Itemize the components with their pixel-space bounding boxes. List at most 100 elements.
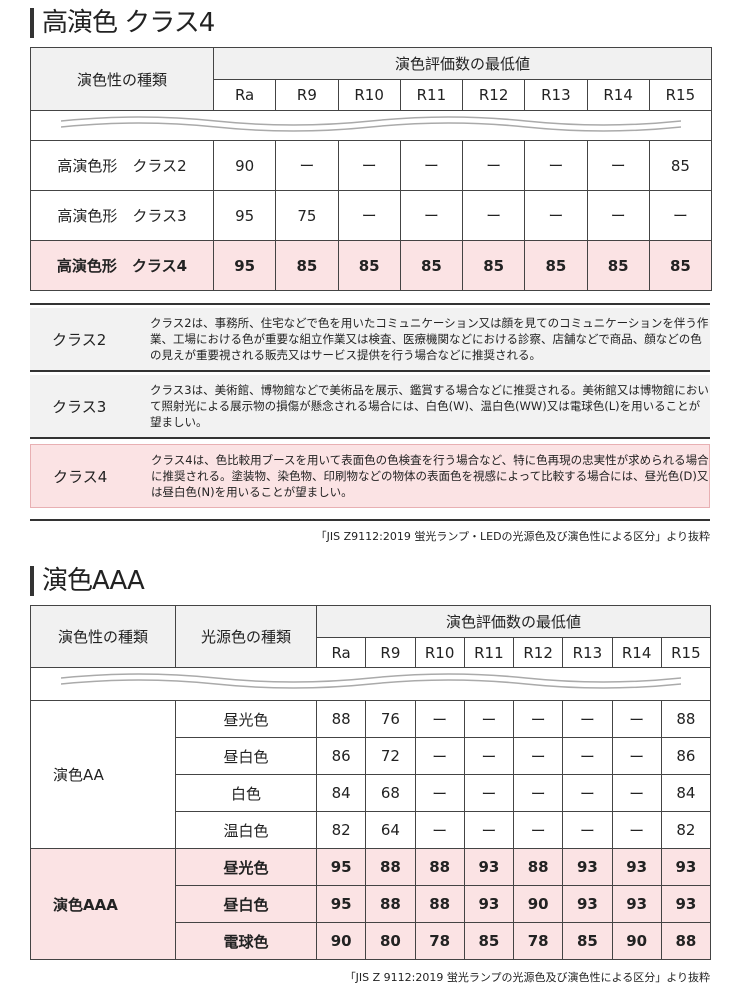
light-type: 白色: [175, 774, 317, 812]
wave-break-icon: [61, 673, 681, 689]
value-cell: 75: [275, 190, 339, 241]
column-header-r9: R9: [365, 637, 416, 668]
value-cell: ー: [562, 700, 613, 738]
value-cell: ー: [399, 190, 464, 241]
value-cell: 90: [611, 922, 662, 960]
note-row: クラス2 クラス2は、事務所、住宅などで色を用いたコミュニケーション又は顔を見ての…: [30, 308, 710, 372]
column-header-r13: R13: [562, 637, 613, 668]
light-type: 昼光色: [175, 848, 317, 886]
header-row: 演色性の種類 演色評価数の最低値: [30, 47, 713, 111]
header-row: 演色性の種類 光源色の種類 演色評価数の最低値: [30, 605, 712, 668]
value-cell: 82: [660, 811, 712, 849]
column-header-r10: R10: [414, 637, 465, 668]
source-note: 「JIS Z 9112:2019 蛍光ランプの光源色及び演色性による区分」より抜…: [344, 971, 710, 984]
value-cell: ー: [611, 811, 662, 849]
value-cell: ー: [461, 190, 526, 241]
light-type: 電球色: [175, 922, 317, 960]
value-cell: 76: [365, 700, 416, 738]
type-header: 演色性の種類: [30, 47, 214, 111]
value-cell: ー: [562, 737, 613, 775]
value-cell: 85: [648, 240, 713, 291]
value-cell: 88: [512, 848, 564, 886]
value-cell: ー: [275, 140, 339, 191]
value-cell: 93: [562, 885, 613, 923]
value-cell: 85: [524, 240, 588, 291]
value-cell: 68: [365, 774, 416, 812]
value-cell: 93: [611, 848, 662, 886]
table-row: 昼白色 86 72 ーーーーー 86: [31, 737, 712, 775]
note-label: クラス2: [52, 330, 107, 349]
light-type: 昼白色: [175, 737, 317, 775]
value-cell: 64: [365, 811, 416, 849]
value-cell: ー: [524, 190, 588, 241]
value-cell: ー: [337, 190, 401, 241]
column-header-ra: Ra: [212, 79, 277, 111]
note-label: クラス4: [53, 467, 108, 486]
value-cell: 93: [660, 848, 712, 886]
value-cell: 85: [562, 922, 613, 960]
table-row: 演色AA 昼光色 88 76 ーーーーー 88: [30, 700, 712, 849]
column-header-r9: R9: [275, 79, 339, 111]
column-header-r14: R14: [586, 79, 650, 111]
value-cell: 95: [212, 190, 277, 241]
table-row: 白色 84 68 ーーーーー 84: [31, 774, 712, 812]
wave-cell: [29, 667, 712, 701]
table-row: 温白色 82 64 ーーーーー 82: [31, 811, 712, 849]
value-cell: 85: [337, 240, 401, 291]
table-row: 昼白色 95 88 88 93 90 93 93 93: [31, 885, 712, 923]
value-cell: ー: [648, 190, 713, 241]
row-label: 高演色形 クラス2: [30, 140, 214, 191]
value-cell: ー: [524, 140, 588, 191]
value-cell: 93: [463, 848, 515, 886]
light-header: 光源色の種類: [175, 605, 317, 668]
value-cell: ー: [463, 737, 515, 775]
value-cell: 90: [212, 140, 277, 191]
wave-row: [29, 667, 712, 701]
value-cell: ー: [461, 140, 526, 191]
note-row: クラス3 クラス3は、美術館、博物館などで美術品を展示、鑑賞する場合などに推奨され…: [30, 375, 710, 439]
value-cell: ー: [512, 700, 564, 738]
column-header-r12: R12: [512, 637, 564, 668]
column-header-row: Ra R9 R10 R11 R12 R13 R14 R15: [31, 637, 712, 668]
value-cell: 95: [315, 848, 367, 886]
value-cell: 88: [660, 922, 712, 960]
value-cell: ー: [512, 737, 564, 775]
note-label: クラス3: [52, 397, 107, 416]
aaa-table: 演色性の種類 光源色の種類 演色評価数の最低値 Ra R9 R10 R11 R12 R13 R14…: [29, 605, 712, 960]
value-cell: 88: [365, 848, 416, 886]
value-cell: ー: [512, 811, 564, 849]
value-cell: 85: [275, 240, 339, 291]
value-cell: 78: [512, 922, 564, 960]
value-cell: ー: [611, 737, 662, 775]
row-label: 高演色形 クラス4: [30, 240, 214, 291]
value-cell: 93: [660, 885, 712, 923]
class-notes: クラス2 クラス2は、事務所、住宅などで色を用いたコミュニケーション又は顔を見ての…: [30, 303, 710, 528]
column-header-r11: R11: [399, 79, 464, 111]
value-cell: ー: [414, 700, 465, 738]
value-cell: ー: [414, 774, 465, 812]
value-cell: ー: [463, 700, 515, 738]
value-cell: 88: [414, 885, 465, 923]
value-cell: ー: [399, 140, 464, 191]
value-cell: 80: [365, 922, 416, 960]
value-cell: ー: [414, 737, 465, 775]
value-cell: 95: [315, 885, 367, 923]
wave-row: [29, 110, 713, 141]
value-cell: 90: [512, 885, 564, 923]
column-header-r15: R15: [660, 637, 712, 668]
table-row: 高演色形 クラス3 95 75 ーーーーーー: [30, 190, 713, 241]
value-cell: 93: [463, 885, 515, 923]
value-cell: 88: [660, 700, 712, 738]
value-cell: 93: [611, 885, 662, 923]
value-cell: ー: [562, 811, 613, 849]
value-cell: 90: [315, 922, 367, 960]
column-header-r13: R13: [524, 79, 588, 111]
value-cell: ー: [586, 140, 650, 191]
column-header-r15: R15: [648, 79, 713, 111]
section-title: 演色AAA: [30, 566, 145, 596]
column-header-r14: R14: [611, 637, 662, 668]
value-cell: 84: [315, 774, 367, 812]
divider: [30, 519, 710, 521]
value-cell: ー: [414, 811, 465, 849]
table-row: 電球色 90 80 78 85 78 85 90 88: [31, 922, 712, 960]
